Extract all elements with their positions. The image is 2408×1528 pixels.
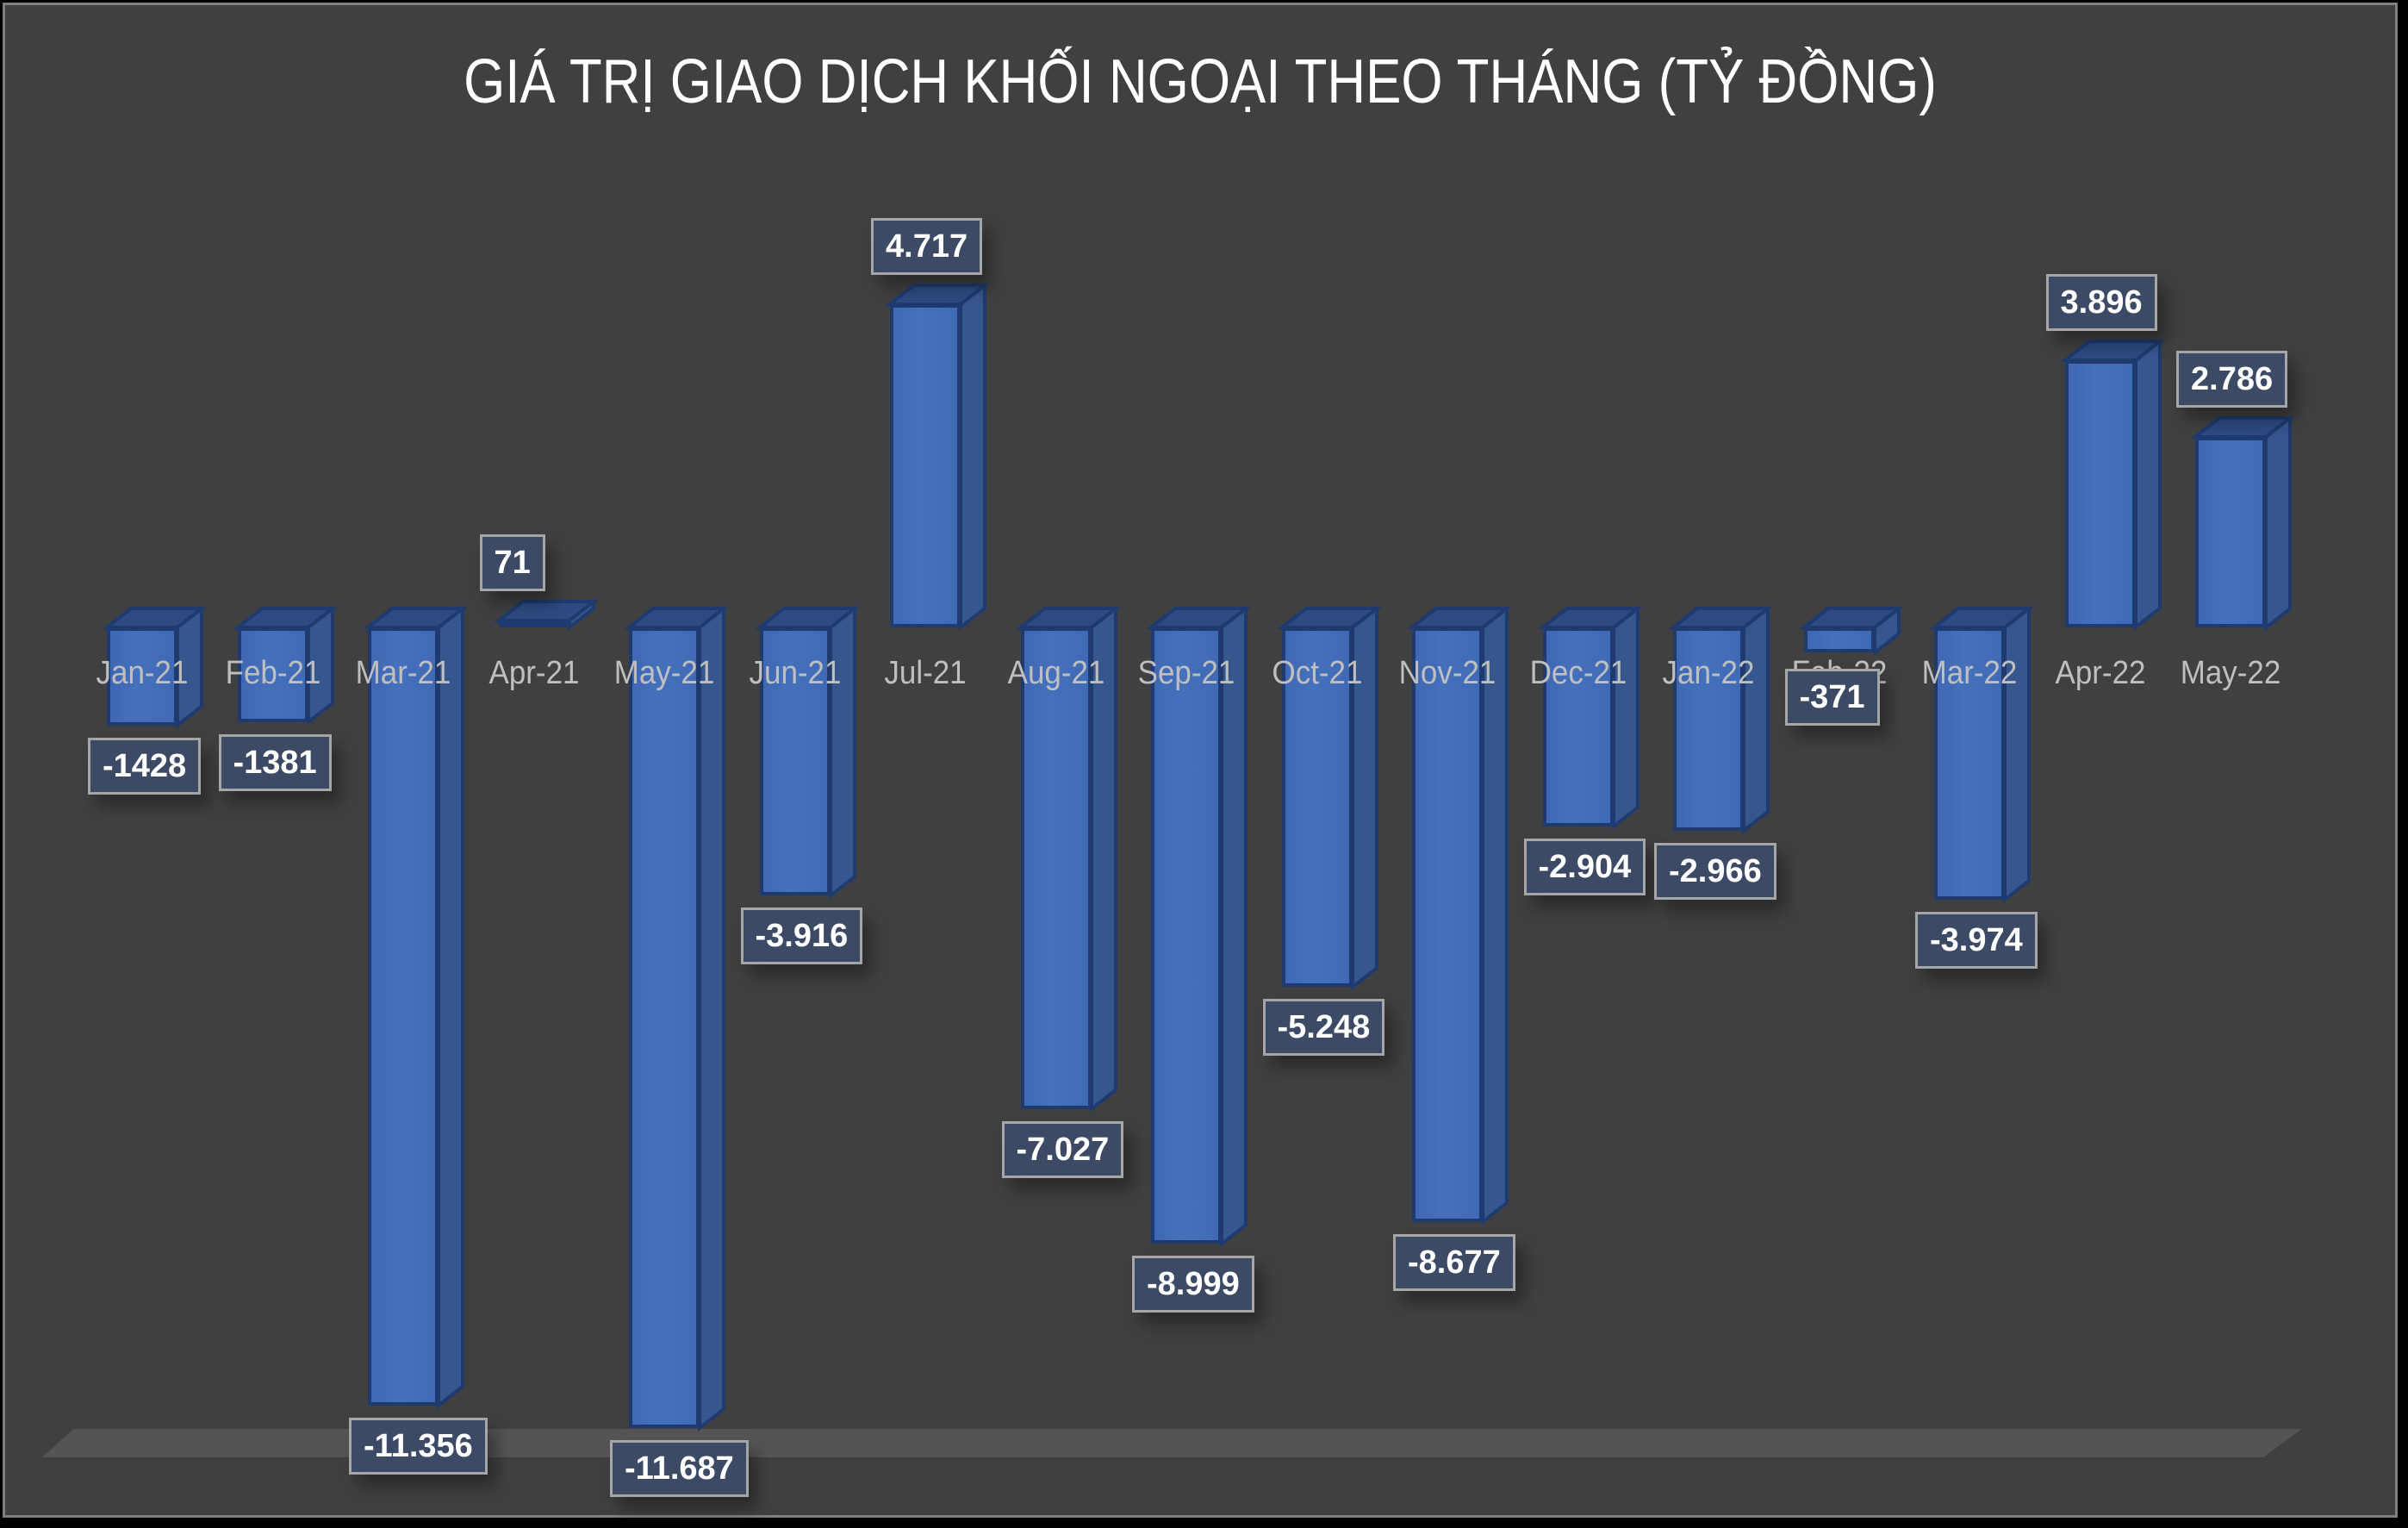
x-axis-label: Feb-21	[225, 655, 320, 691]
chart-frame: GIÁ TRỊ GIAO DỊCH KHỐI NGOẠI THEO THÁNG …	[3, 3, 2398, 1518]
column-front-face	[498, 621, 569, 627]
column-front-face	[1151, 627, 1222, 1244]
data-label: 71	[479, 534, 545, 591]
column-front-face	[890, 303, 961, 627]
column-front-face	[1412, 627, 1483, 1222]
data-label: -2.966	[1654, 842, 1776, 900]
column-front-face	[368, 627, 439, 1406]
x-axis-label: Oct-21	[1272, 655, 1362, 691]
data-label: -1428	[88, 737, 202, 795]
data-label: -371	[1784, 669, 1880, 726]
data-label: 3.896	[2045, 274, 2157, 332]
column-front-face	[2064, 360, 2136, 627]
data-label: -11.687	[610, 1440, 749, 1498]
data-label: -5.248	[1262, 999, 1385, 1057]
x-axis-label: Apr-22	[2055, 655, 2145, 691]
data-label: 4.717	[871, 217, 983, 275]
x-axis-label: Sep-21	[1137, 655, 1235, 691]
data-label: -11.356	[349, 1417, 488, 1475]
data-label: -8.999	[1132, 1256, 1254, 1313]
x-axis-label: May-21	[613, 655, 715, 691]
column-front-face	[2195, 436, 2266, 627]
column-front-face	[237, 627, 308, 722]
column-front-face	[1673, 627, 1744, 831]
column-front-face	[1803, 627, 1875, 653]
chart-floor	[42, 1429, 2302, 1457]
data-label: -1381	[218, 733, 332, 791]
x-axis-label: Mar-22	[1921, 655, 2018, 691]
column-front-face	[1020, 627, 1092, 1109]
data-label: -8.677	[1393, 1233, 1515, 1291]
x-axis-label: Jul-21	[884, 655, 967, 691]
data-label: -2.904	[1523, 838, 1646, 895]
data-label: -7.027	[1001, 1120, 1124, 1178]
column-front-face	[1542, 627, 1614, 826]
x-axis-label: Dec-21	[1529, 655, 1627, 691]
data-label: 2.786	[2176, 350, 2288, 408]
column-front-face	[759, 627, 831, 896]
x-axis-label: Jun-21	[749, 655, 841, 691]
data-label: -3.974	[1915, 911, 2038, 969]
x-axis-label: May-22	[2180, 655, 2281, 691]
x-axis-label: Nov-21	[1398, 655, 1496, 691]
data-label: -3.916	[740, 907, 863, 965]
x-axis-label: Jan-22	[1662, 655, 1755, 691]
x-axis-label: Jan-21	[96, 655, 189, 691]
x-axis-label: Mar-21	[355, 655, 451, 691]
column-front-face	[1934, 627, 2005, 900]
column-front-face	[629, 627, 700, 1429]
x-axis-label: Aug-21	[1007, 655, 1104, 691]
x-axis-label: Apr-21	[488, 655, 579, 691]
column-front-face	[1281, 627, 1353, 988]
column-front-face	[107, 627, 177, 726]
chart-title: GIÁ TRỊ GIAO DỊCH KHỐI NGOẠI THEO THÁNG …	[464, 47, 1937, 116]
